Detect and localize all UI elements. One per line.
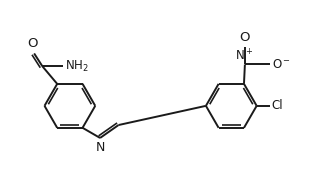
- Text: NH$_2$: NH$_2$: [65, 59, 89, 74]
- Text: N: N: [95, 141, 105, 154]
- Text: O: O: [240, 31, 250, 44]
- Text: Cl: Cl: [271, 99, 283, 112]
- Text: N$^+$: N$^+$: [235, 48, 253, 63]
- Text: O$^-$: O$^-$: [272, 58, 291, 71]
- Text: O: O: [27, 37, 38, 50]
